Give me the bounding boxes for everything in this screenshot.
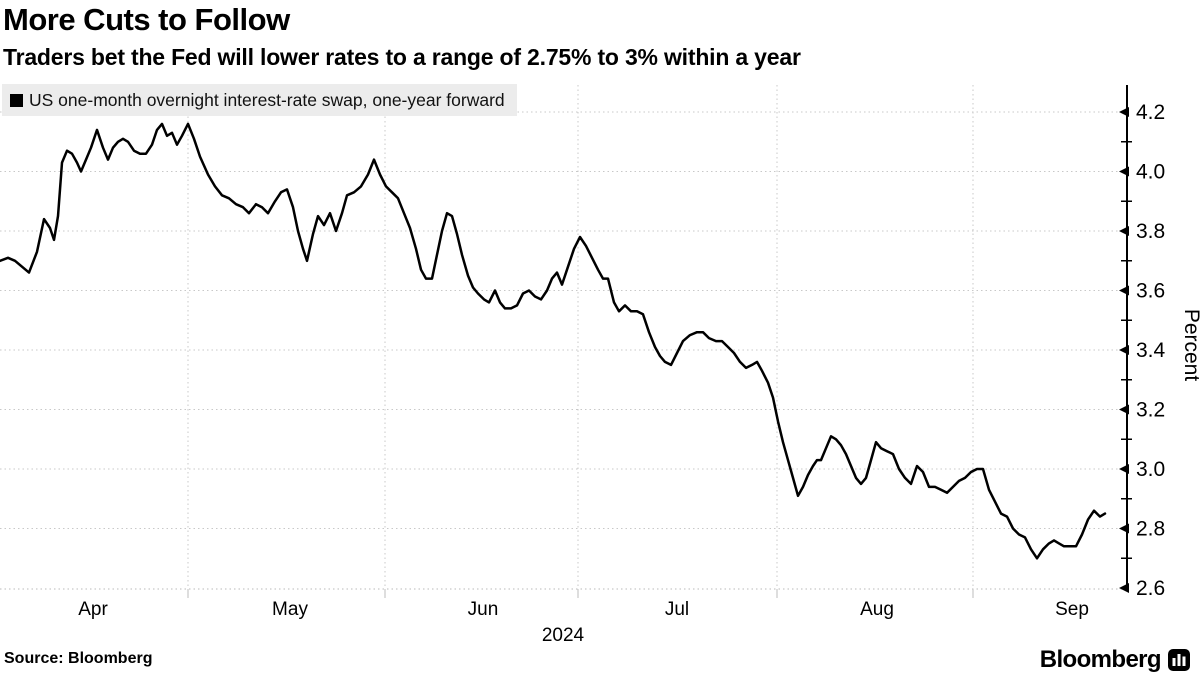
- legend-swatch-icon: [10, 93, 23, 107]
- y-tick-arrow-icon: [1119, 523, 1129, 534]
- month-label: Apr: [78, 599, 108, 620]
- chart-title: More Cuts to Follow: [3, 2, 290, 37]
- y-tick-arrow-icon: [1119, 166, 1129, 177]
- y-tick-label: 3.6: [1136, 280, 1165, 303]
- y-tick-label: 4.0: [1136, 161, 1165, 184]
- y-tick-label: 2.8: [1136, 518, 1165, 541]
- month-label: May: [272, 599, 308, 620]
- year-label: 2024: [542, 625, 585, 646]
- y-tick-arrow-icon: [1119, 285, 1129, 296]
- y-tick-arrow-icon: [1119, 583, 1129, 593]
- y-tick-arrow-icon: [1119, 226, 1129, 236]
- month-label: Aug: [860, 599, 894, 620]
- y-tick-arrow-icon: [1119, 107, 1129, 117]
- rate-swap-line: [0, 122, 1107, 560]
- bloomberg-logo: Bloomberg: [1040, 646, 1190, 674]
- chart-subtitle: Traders bet the Fed will lower rates to …: [3, 44, 801, 70]
- legend: US one-month overnight interest-rate swa…: [2, 84, 517, 116]
- month-label: Jun: [468, 599, 499, 620]
- bloomberg-logo-text: Bloomberg: [1039, 646, 1162, 673]
- source-note: Source: Bloomberg: [4, 650, 153, 667]
- y-tick-arrow-icon: [1119, 345, 1129, 355]
- y-tick-label: 3.4: [1136, 339, 1166, 362]
- y-tick-arrow-icon: [1119, 464, 1129, 474]
- legend-label: US one-month overnight interest-rate swa…: [29, 89, 505, 110]
- month-label: Jul: [665, 599, 689, 620]
- y-tick-label: 3.8: [1136, 220, 1165, 243]
- y-tick-label: 3.2: [1136, 399, 1165, 422]
- y-axis-title: Percent: [1180, 309, 1200, 382]
- month-label: Sep: [1055, 599, 1089, 620]
- bloomberg-logo-icon: [1168, 649, 1190, 671]
- y-tick-label: 2.6: [1136, 577, 1165, 600]
- y-tick-label: 4.2: [1136, 101, 1165, 124]
- y-tick-arrow-icon: [1119, 404, 1129, 415]
- y-tick-label: 3.0: [1136, 458, 1165, 481]
